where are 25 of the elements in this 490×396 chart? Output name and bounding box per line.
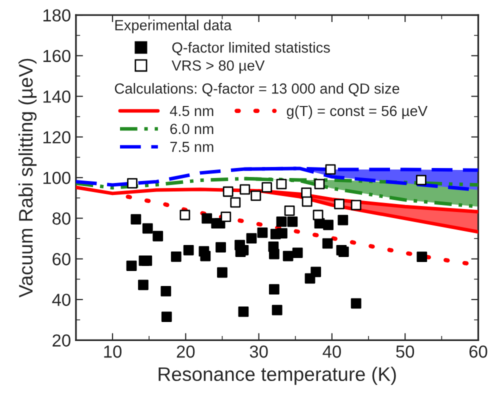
x-tick-label: 10 <box>104 345 122 358</box>
x-tick-label: 50 <box>396 345 414 358</box>
annotation: Experimental data <box>115 20 232 34</box>
legend-label: VRS > 80 µeV <box>172 60 265 74</box>
legend-label: Q-factor limited statistics <box>172 42 330 56</box>
y-tick-label: 120 <box>43 131 70 144</box>
y-axis-title: Vacuum Rabi splitting (µeV) <box>18 58 37 298</box>
x-tick-label: 60 <box>469 345 488 358</box>
y-tick-label: 80 <box>52 212 70 225</box>
y-tick-label: 100 <box>43 172 70 184</box>
legend-label: 4.5 nm <box>170 106 214 116</box>
y-tick-label: 40 <box>52 294 70 306</box>
legend-label: 7.5 nm <box>170 142 214 152</box>
annotation: Calculations: Q-factor = 13 000 and QD size <box>114 83 400 96</box>
x-tick-label: 20 <box>176 345 195 358</box>
y-tick-label: 160 <box>43 50 70 62</box>
y-tick-label: 180 <box>43 9 70 22</box>
x-tick-label: 30 <box>250 345 268 358</box>
legend-label: 6.0 nm <box>170 124 214 134</box>
y-tick-label: 60 <box>52 253 70 266</box>
x-axis-title: Resonance temperature (K) <box>158 366 396 385</box>
x-tick-label: 40 <box>322 345 341 358</box>
y-tick-label: 140 <box>43 90 70 103</box>
y-tick-label: 20 <box>52 334 70 347</box>
legend-label: g(T) = const = 56 µeV <box>286 105 428 120</box>
